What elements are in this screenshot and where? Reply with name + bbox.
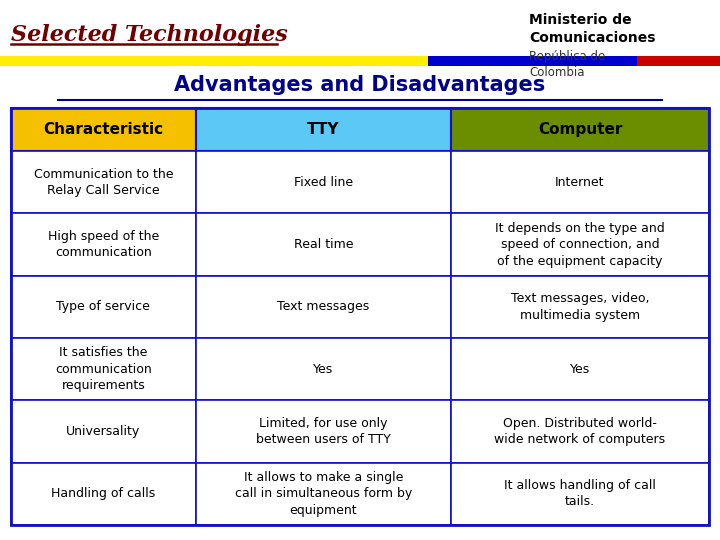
Bar: [11, 276, 196, 338]
Text: Selected Technologies: Selected Technologies: [11, 24, 287, 46]
Bar: [637, 56, 720, 66]
Text: It depends on the type and
speed of connection, and
of the equipment capacity: It depends on the type and speed of conn…: [495, 221, 665, 268]
Bar: [196, 108, 451, 151]
Text: Communication to the
Relay Call Service: Communication to the Relay Call Service: [34, 167, 173, 197]
Bar: [451, 276, 709, 338]
Text: Real time: Real time: [294, 238, 353, 251]
Text: Text messages, video,
multimedia system: Text messages, video, multimedia system: [510, 292, 649, 322]
Text: Yes: Yes: [313, 363, 333, 376]
Text: High speed of the
communication: High speed of the communication: [48, 230, 159, 259]
Bar: [451, 463, 709, 525]
Text: Limited, for use only
between users of TTY: Limited, for use only between users of T…: [256, 417, 391, 446]
Text: Type of service: Type of service: [56, 300, 150, 313]
Text: Handling of calls: Handling of calls: [51, 487, 156, 500]
Bar: [11, 213, 196, 276]
Text: Universality: Universality: [66, 425, 140, 438]
Text: Text messages: Text messages: [277, 300, 369, 313]
Text: It allows handling of call
tails.: It allows handling of call tails.: [504, 479, 656, 509]
Bar: [196, 151, 451, 213]
Text: Internet: Internet: [555, 176, 605, 189]
Bar: [451, 338, 709, 400]
Text: Computer: Computer: [538, 122, 622, 137]
Bar: [11, 151, 196, 213]
Text: República de
Colombia: República de Colombia: [529, 50, 606, 79]
Text: Open. Distributed world-
wide network of computers: Open. Distributed world- wide network of…: [495, 417, 665, 446]
Bar: [11, 463, 196, 525]
Bar: [451, 151, 709, 213]
Text: It allows to make a single
call in simultaneous form by
equipment: It allows to make a single call in simul…: [235, 471, 412, 517]
Text: TTY: TTY: [307, 122, 340, 137]
Bar: [196, 276, 451, 338]
Bar: [451, 108, 709, 151]
Bar: [11, 338, 196, 400]
Bar: [196, 338, 451, 400]
Bar: [196, 463, 451, 525]
Bar: [11, 108, 196, 151]
Text: Yes: Yes: [570, 363, 590, 376]
Text: Characteristic: Characteristic: [43, 122, 163, 137]
Text: It satisfies the
communication
requirements: It satisfies the communication requireme…: [55, 346, 152, 392]
Bar: [11, 400, 196, 463]
Bar: [451, 213, 709, 276]
Bar: [451, 400, 709, 463]
Bar: [0, 56, 428, 66]
Text: Ministerio de
Comunicaciones: Ministerio de Comunicaciones: [529, 14, 656, 45]
Bar: [428, 56, 637, 66]
Bar: [11, 108, 709, 525]
Text: Fixed line: Fixed line: [294, 176, 353, 189]
Text: Advantages and Disadvantages: Advantages and Disadvantages: [174, 75, 546, 94]
Bar: [196, 400, 451, 463]
Bar: [196, 213, 451, 276]
